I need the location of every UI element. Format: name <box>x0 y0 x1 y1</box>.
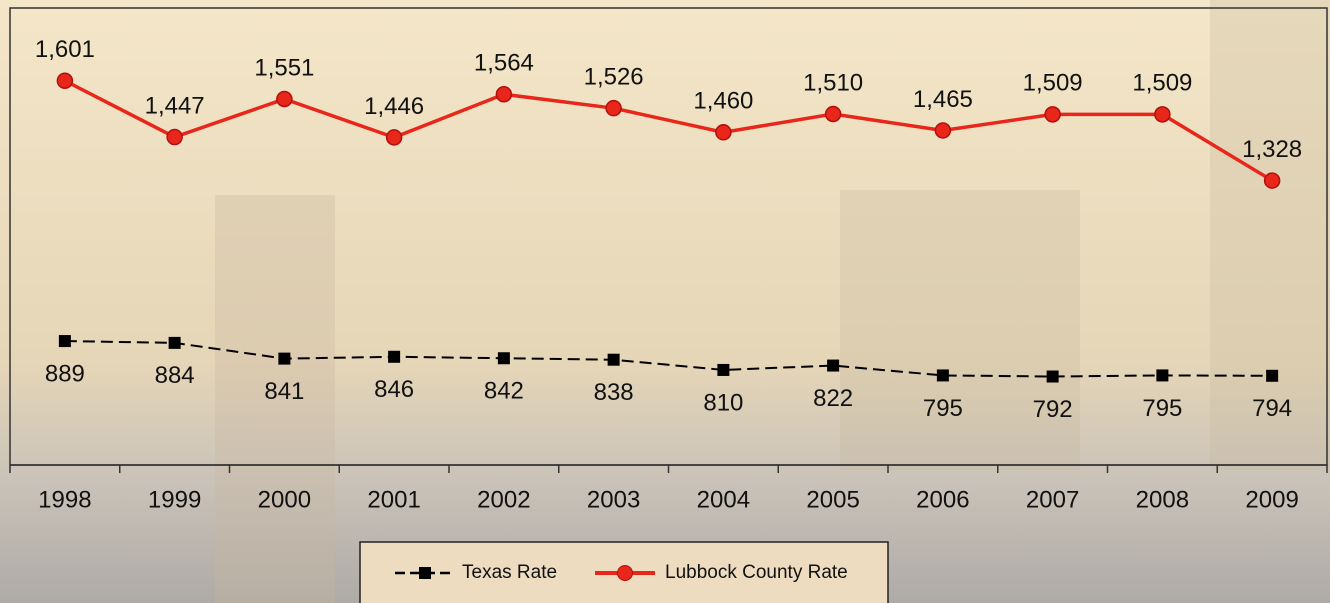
data-label: 792 <box>1033 396 1073 423</box>
marker <box>385 129 403 146</box>
x-tick-label: 2001 <box>367 486 420 513</box>
marker <box>824 105 842 123</box>
data-label: 842 <box>484 378 524 405</box>
building <box>215 195 335 603</box>
data-label: 822 <box>813 385 853 412</box>
marker <box>388 350 401 363</box>
marker <box>495 86 513 103</box>
legend-marker <box>617 565 633 581</box>
x-tick-label: 2000 <box>258 486 311 513</box>
data-label: 795 <box>923 395 963 422</box>
marker <box>605 99 622 117</box>
marker <box>607 353 620 366</box>
marker <box>168 336 181 349</box>
marker <box>936 369 949 382</box>
data-label: 1,551 <box>254 54 314 81</box>
marker <box>1266 369 1279 382</box>
data-label: 884 <box>155 362 195 389</box>
marker <box>1156 369 1169 382</box>
data-label: 1,564 <box>474 50 534 77</box>
x-tick-label: 2003 <box>587 486 640 513</box>
data-label: 889 <box>45 360 85 387</box>
data-label: 1,509 <box>1132 70 1192 97</box>
marker <box>717 363 730 376</box>
data-label: 841 <box>264 378 304 405</box>
marker <box>276 90 293 108</box>
building <box>840 190 1080 470</box>
data-label: 1,460 <box>693 88 753 115</box>
series-line <box>64 340 1273 378</box>
x-tick-label: 2009 <box>1245 486 1298 513</box>
marker <box>278 352 291 365</box>
data-label: 1,526 <box>584 64 644 91</box>
x-tick-label: 2007 <box>1026 486 1079 513</box>
data-label: 846 <box>374 376 414 403</box>
marker <box>827 359 840 372</box>
marker <box>58 335 71 348</box>
data-label: 1,510 <box>803 69 863 96</box>
data-label: 1,465 <box>913 86 973 113</box>
marker <box>166 128 183 146</box>
marker <box>1154 106 1171 123</box>
series-line <box>64 79 1274 183</box>
data-label: 1,509 <box>1023 70 1083 97</box>
x-tick-label: 2005 <box>806 486 859 513</box>
x-tick-label: 2008 <box>1136 486 1189 513</box>
data-label: 795 <box>1142 395 1182 422</box>
data-label: 1,447 <box>145 92 205 119</box>
legend-marker <box>419 567 431 579</box>
marker <box>934 122 952 139</box>
data-label: 1,601 <box>35 36 95 63</box>
data-label: 1,446 <box>364 93 424 120</box>
legend-label: Texas Rate <box>462 562 557 583</box>
building <box>1210 0 1330 470</box>
marker <box>56 72 74 90</box>
x-tick-label: 2002 <box>477 486 530 513</box>
data-label: 838 <box>594 379 634 406</box>
data-label: 810 <box>703 389 743 416</box>
marker <box>1046 370 1059 383</box>
x-tick-label: 1999 <box>148 486 201 513</box>
data-label: 794 <box>1252 395 1292 422</box>
legend-label: Lubbock County Rate <box>665 562 848 583</box>
x-tick-label: 1998 <box>38 486 91 513</box>
marker <box>1263 172 1281 189</box>
data-label: 1,328 <box>1242 136 1302 163</box>
marker <box>715 124 732 141</box>
x-tick-label: 2004 <box>697 486 750 513</box>
x-tick-label: 2006 <box>916 486 969 513</box>
marker <box>497 352 510 365</box>
marker <box>1044 106 1061 123</box>
